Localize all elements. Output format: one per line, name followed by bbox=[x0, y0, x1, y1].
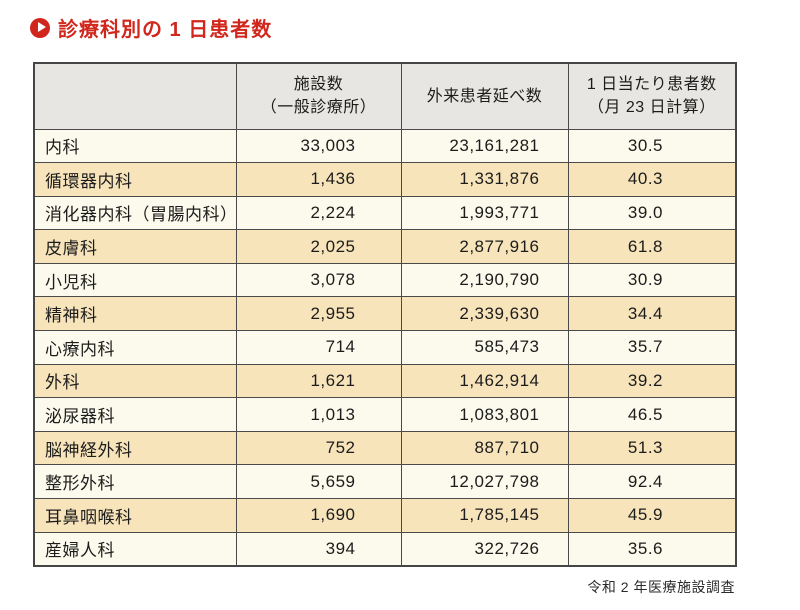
table-row: 消化器内科（胃腸内科） 2,224 1,993,771 39.0 bbox=[33, 195, 737, 231]
facilities-count-cell: 5,659 bbox=[235, 464, 402, 500]
patients-per-day-cell: 35.6 bbox=[567, 531, 737, 567]
facilities-count-cell: 2,955 bbox=[235, 296, 402, 332]
header-outpatients: 外来患者延べ数 bbox=[400, 62, 569, 130]
outpatients-total-cell: 1,785,145 bbox=[400, 498, 569, 533]
outpatients-total-cell: 1,083,801 bbox=[400, 397, 569, 432]
facilities-count-cell: 2,025 bbox=[235, 229, 402, 264]
patients-per-day-cell: 30.9 bbox=[567, 262, 737, 298]
department-cell: 心療内科 bbox=[33, 330, 237, 365]
outpatients-total-cell: 2,877,916 bbox=[400, 229, 569, 264]
outpatients-total-cell: 23,161,281 bbox=[400, 128, 569, 164]
outpatients-total-cell: 12,027,798 bbox=[400, 464, 569, 500]
patients-per-day-cell: 35.7 bbox=[567, 330, 737, 365]
facilities-count-cell: 714 bbox=[235, 330, 402, 365]
department-cell: 泌尿器科 bbox=[33, 397, 237, 432]
patients-per-day-cell: 34.4 bbox=[567, 296, 737, 332]
patients-by-department-table: 施設数 （一般診療所） 外来患者延べ数 1 日当たり患者数 （月 23 日計算）… bbox=[33, 62, 737, 567]
department-cell: 産婦人科 bbox=[33, 531, 237, 567]
header-row: 施設数 （一般診療所） 外来患者延べ数 1 日当たり患者数 （月 23 日計算） bbox=[33, 62, 737, 130]
table-row: 整形外科 5,659 12,027,798 92.4 bbox=[33, 464, 737, 500]
patients-per-day-cell: 92.4 bbox=[567, 464, 737, 500]
section-title-row: 診療科別の 1 日患者数 bbox=[30, 13, 272, 42]
facilities-count-cell: 394 bbox=[235, 531, 402, 567]
patients-per-day-cell: 39.2 bbox=[567, 363, 737, 399]
table-row: 耳鼻咽喉科 1,690 1,785,145 45.9 bbox=[33, 498, 737, 533]
facilities-count-cell: 1,013 bbox=[235, 397, 402, 432]
patients-per-day-cell: 51.3 bbox=[567, 430, 737, 466]
facilities-count-cell: 3,078 bbox=[235, 262, 402, 298]
outpatients-total-cell: 2,190,790 bbox=[400, 262, 569, 298]
department-cell: 皮膚科 bbox=[33, 229, 237, 264]
department-cell: 消化器内科（胃腸内科） bbox=[33, 195, 237, 231]
outpatients-total-cell: 2,339,630 bbox=[400, 296, 569, 332]
header-facilities-line1: 施設数 bbox=[293, 76, 344, 94]
table-row: 内科 33,003 23,161,281 30.5 bbox=[33, 128, 737, 164]
page-title: 診療科別の 1 日患者数 bbox=[58, 19, 273, 41]
table-row: 産婦人科 394 322,726 35.6 bbox=[33, 531, 737, 567]
table-row: 泌尿器科 1,013 1,083,801 46.5 bbox=[33, 397, 737, 432]
outpatients-total-cell: 322,726 bbox=[400, 531, 569, 567]
header-outpatients-line1: 外来患者延べ数 bbox=[426, 87, 543, 105]
facilities-count-cell: 1,436 bbox=[235, 162, 402, 197]
department-cell: 小児科 bbox=[33, 262, 237, 298]
table-header: 施設数 （一般診療所） 外来患者延べ数 1 日当たり患者数 （月 23 日計算） bbox=[33, 62, 737, 130]
facilities-count-cell: 33,003 bbox=[235, 128, 402, 164]
outpatients-total-cell: 1,462,914 bbox=[400, 363, 569, 399]
table-row: 脳神経外科 752 887,710 51.3 bbox=[33, 430, 737, 466]
facilities-count-cell: 2,224 bbox=[235, 195, 402, 231]
department-cell: 循環器内科 bbox=[33, 162, 237, 197]
header-facilities: 施設数 （一般診療所） bbox=[235, 62, 402, 130]
header-per-day-line2: （月 23 日計算） bbox=[587, 99, 716, 117]
facilities-count-cell: 1,690 bbox=[235, 498, 402, 533]
header-facilities-line2: （一般診療所） bbox=[260, 99, 377, 117]
table-row: 小児科 3,078 2,190,790 30.9 bbox=[33, 262, 737, 298]
patients-per-day-cell: 61.8 bbox=[567, 229, 737, 264]
patients-per-day-cell: 45.9 bbox=[567, 498, 737, 533]
table-row: 心療内科 714 585,473 35.7 bbox=[33, 330, 737, 365]
corner-header-cell bbox=[33, 62, 237, 130]
table-row: 外科 1,621 1,462,914 39.2 bbox=[33, 363, 737, 399]
facilities-count-cell: 752 bbox=[235, 430, 402, 466]
facilities-count-cell: 1,621 bbox=[235, 363, 402, 399]
department-cell: 内科 bbox=[33, 128, 237, 164]
patients-per-day-cell: 30.5 bbox=[567, 128, 737, 164]
department-cell: 耳鼻咽喉科 bbox=[33, 498, 237, 533]
play-circle-icon bbox=[30, 17, 50, 38]
outpatients-total-cell: 1,331,876 bbox=[400, 162, 569, 197]
table-body: 内科 33,003 23,161,281 30.5 循環器内科 1,436 1,… bbox=[33, 128, 737, 567]
patients-per-day-cell: 40.3 bbox=[567, 162, 737, 197]
source-note: 令和 2 年医療施設調査 bbox=[587, 579, 735, 595]
department-cell: 外科 bbox=[33, 363, 237, 399]
table-row: 精神科 2,955 2,339,630 34.4 bbox=[33, 296, 737, 332]
header-per-day-line1: 1 日当たり患者数 bbox=[586, 76, 717, 94]
department-cell: 精神科 bbox=[33, 296, 237, 332]
patients-per-day-cell: 46.5 bbox=[567, 397, 737, 432]
department-cell: 脳神経外科 bbox=[33, 430, 237, 466]
outpatients-total-cell: 887,710 bbox=[400, 430, 569, 466]
table-row: 循環器内科 1,436 1,331,876 40.3 bbox=[33, 162, 737, 197]
outpatients-total-cell: 1,993,771 bbox=[400, 195, 569, 231]
header-per-day: 1 日当たり患者数 （月 23 日計算） bbox=[567, 62, 737, 130]
department-cell: 整形外科 bbox=[33, 464, 237, 500]
patients-per-day-cell: 39.0 bbox=[567, 195, 737, 231]
table-row: 皮膚科 2,025 2,877,916 61.8 bbox=[33, 229, 737, 264]
outpatients-total-cell: 585,473 bbox=[400, 330, 569, 365]
